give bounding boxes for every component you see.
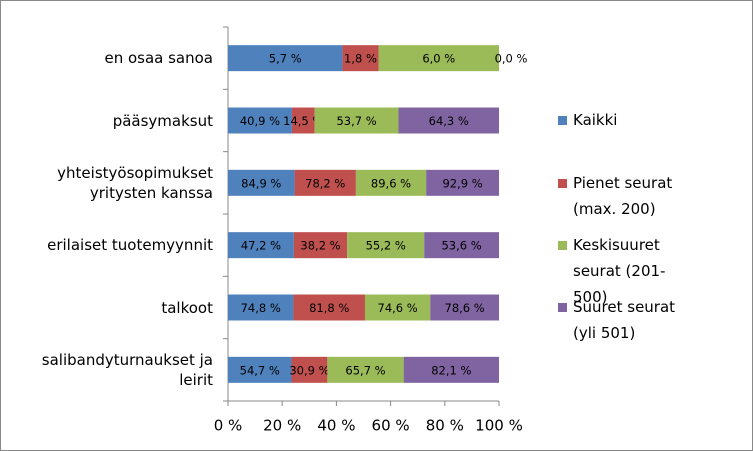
value-label: 5,7 %: [269, 52, 302, 66]
value-label: 30,9 %: [289, 363, 329, 377]
value-label: 78,2 %: [305, 176, 345, 190]
value-label: 1,8 %: [344, 52, 377, 66]
value-label: 78,6 %: [445, 301, 485, 315]
value-label: 40,9 %: [240, 114, 280, 128]
bar-segment: [424, 232, 499, 259]
bar-segment: [291, 107, 315, 134]
category-label: salibandyturnaukset ja leirit: [41, 350, 213, 389]
value-label: 55,2 %: [366, 239, 406, 253]
category-label: en osaa sanoa: [104, 49, 213, 68]
bar-segment: [430, 294, 499, 321]
bar-segment: [228, 107, 292, 134]
bar-segment: [293, 232, 348, 259]
value-label: 53,7 %: [336, 114, 376, 128]
value-label: 54,7 %: [240, 363, 280, 377]
bar-segment: [228, 356, 292, 383]
legend-swatch: [558, 179, 567, 188]
category-label: pääsymaksut: [112, 111, 213, 130]
bar-segment: [403, 356, 499, 383]
value-label: 14,5 %: [283, 114, 323, 128]
value-label: 92,9 %: [442, 176, 482, 190]
bar-segment: [293, 294, 365, 321]
value-label: 82,1 %: [431, 363, 471, 377]
value-label: 38,2 %: [300, 239, 340, 253]
legend-label: Keskisuuret seurat (201-500): [573, 236, 666, 306]
value-label: 65,7 %: [345, 363, 385, 377]
legend-label: Suuret seurat (yli 501): [573, 298, 676, 342]
legend-swatch: [558, 241, 567, 250]
value-label: 0,0 %: [495, 52, 528, 66]
value-label: 53,6 %: [441, 239, 481, 253]
value-label: 89,6 %: [371, 176, 411, 190]
x-tick-label: 40 %: [317, 417, 355, 435]
bar-segment: [364, 294, 431, 321]
value-label: 74,8 %: [241, 301, 281, 315]
bar-segment: [291, 356, 328, 383]
bar-segment: [228, 232, 294, 259]
bar-segment: [426, 169, 499, 196]
bar-segment: [378, 45, 499, 72]
bar-segment: [342, 45, 379, 72]
bar-segment: [228, 294, 294, 321]
value-label: 6,0 %: [422, 52, 455, 66]
bar-segment: [294, 169, 356, 196]
legend-label: Kaikki: [573, 111, 618, 129]
bar-segment: [314, 107, 399, 134]
bar-segment: [228, 45, 343, 72]
category-label: yhteistyösopimukset yritysten kanssa: [57, 163, 213, 202]
value-label: 64,3 %: [429, 114, 469, 128]
legend-swatch: [558, 303, 567, 312]
value-label: 84,9 %: [241, 176, 281, 190]
bar-segment: [347, 232, 425, 259]
x-tick-label: 80 %: [426, 417, 464, 435]
x-tick-label: 0 %: [214, 417, 243, 435]
x-tick-label: 60 %: [372, 417, 410, 435]
bar-segment: [398, 107, 499, 134]
category-label: talkoot: [161, 298, 213, 317]
x-tick-label: 20 %: [263, 417, 301, 435]
bar-segment: [228, 169, 295, 196]
value-label: 47,2 %: [241, 239, 281, 253]
value-label: 81,8 %: [309, 301, 349, 315]
bar-segment: [327, 356, 404, 383]
value-label: 74,6 %: [378, 301, 418, 315]
bar-segment: [355, 169, 427, 196]
x-tick-label: 100 %: [475, 417, 523, 435]
category-label: erilaiset tuotemyynnit: [47, 236, 213, 255]
legend-label: Pienet seurat (max. 200): [573, 174, 673, 218]
legend-swatch: [558, 116, 567, 125]
